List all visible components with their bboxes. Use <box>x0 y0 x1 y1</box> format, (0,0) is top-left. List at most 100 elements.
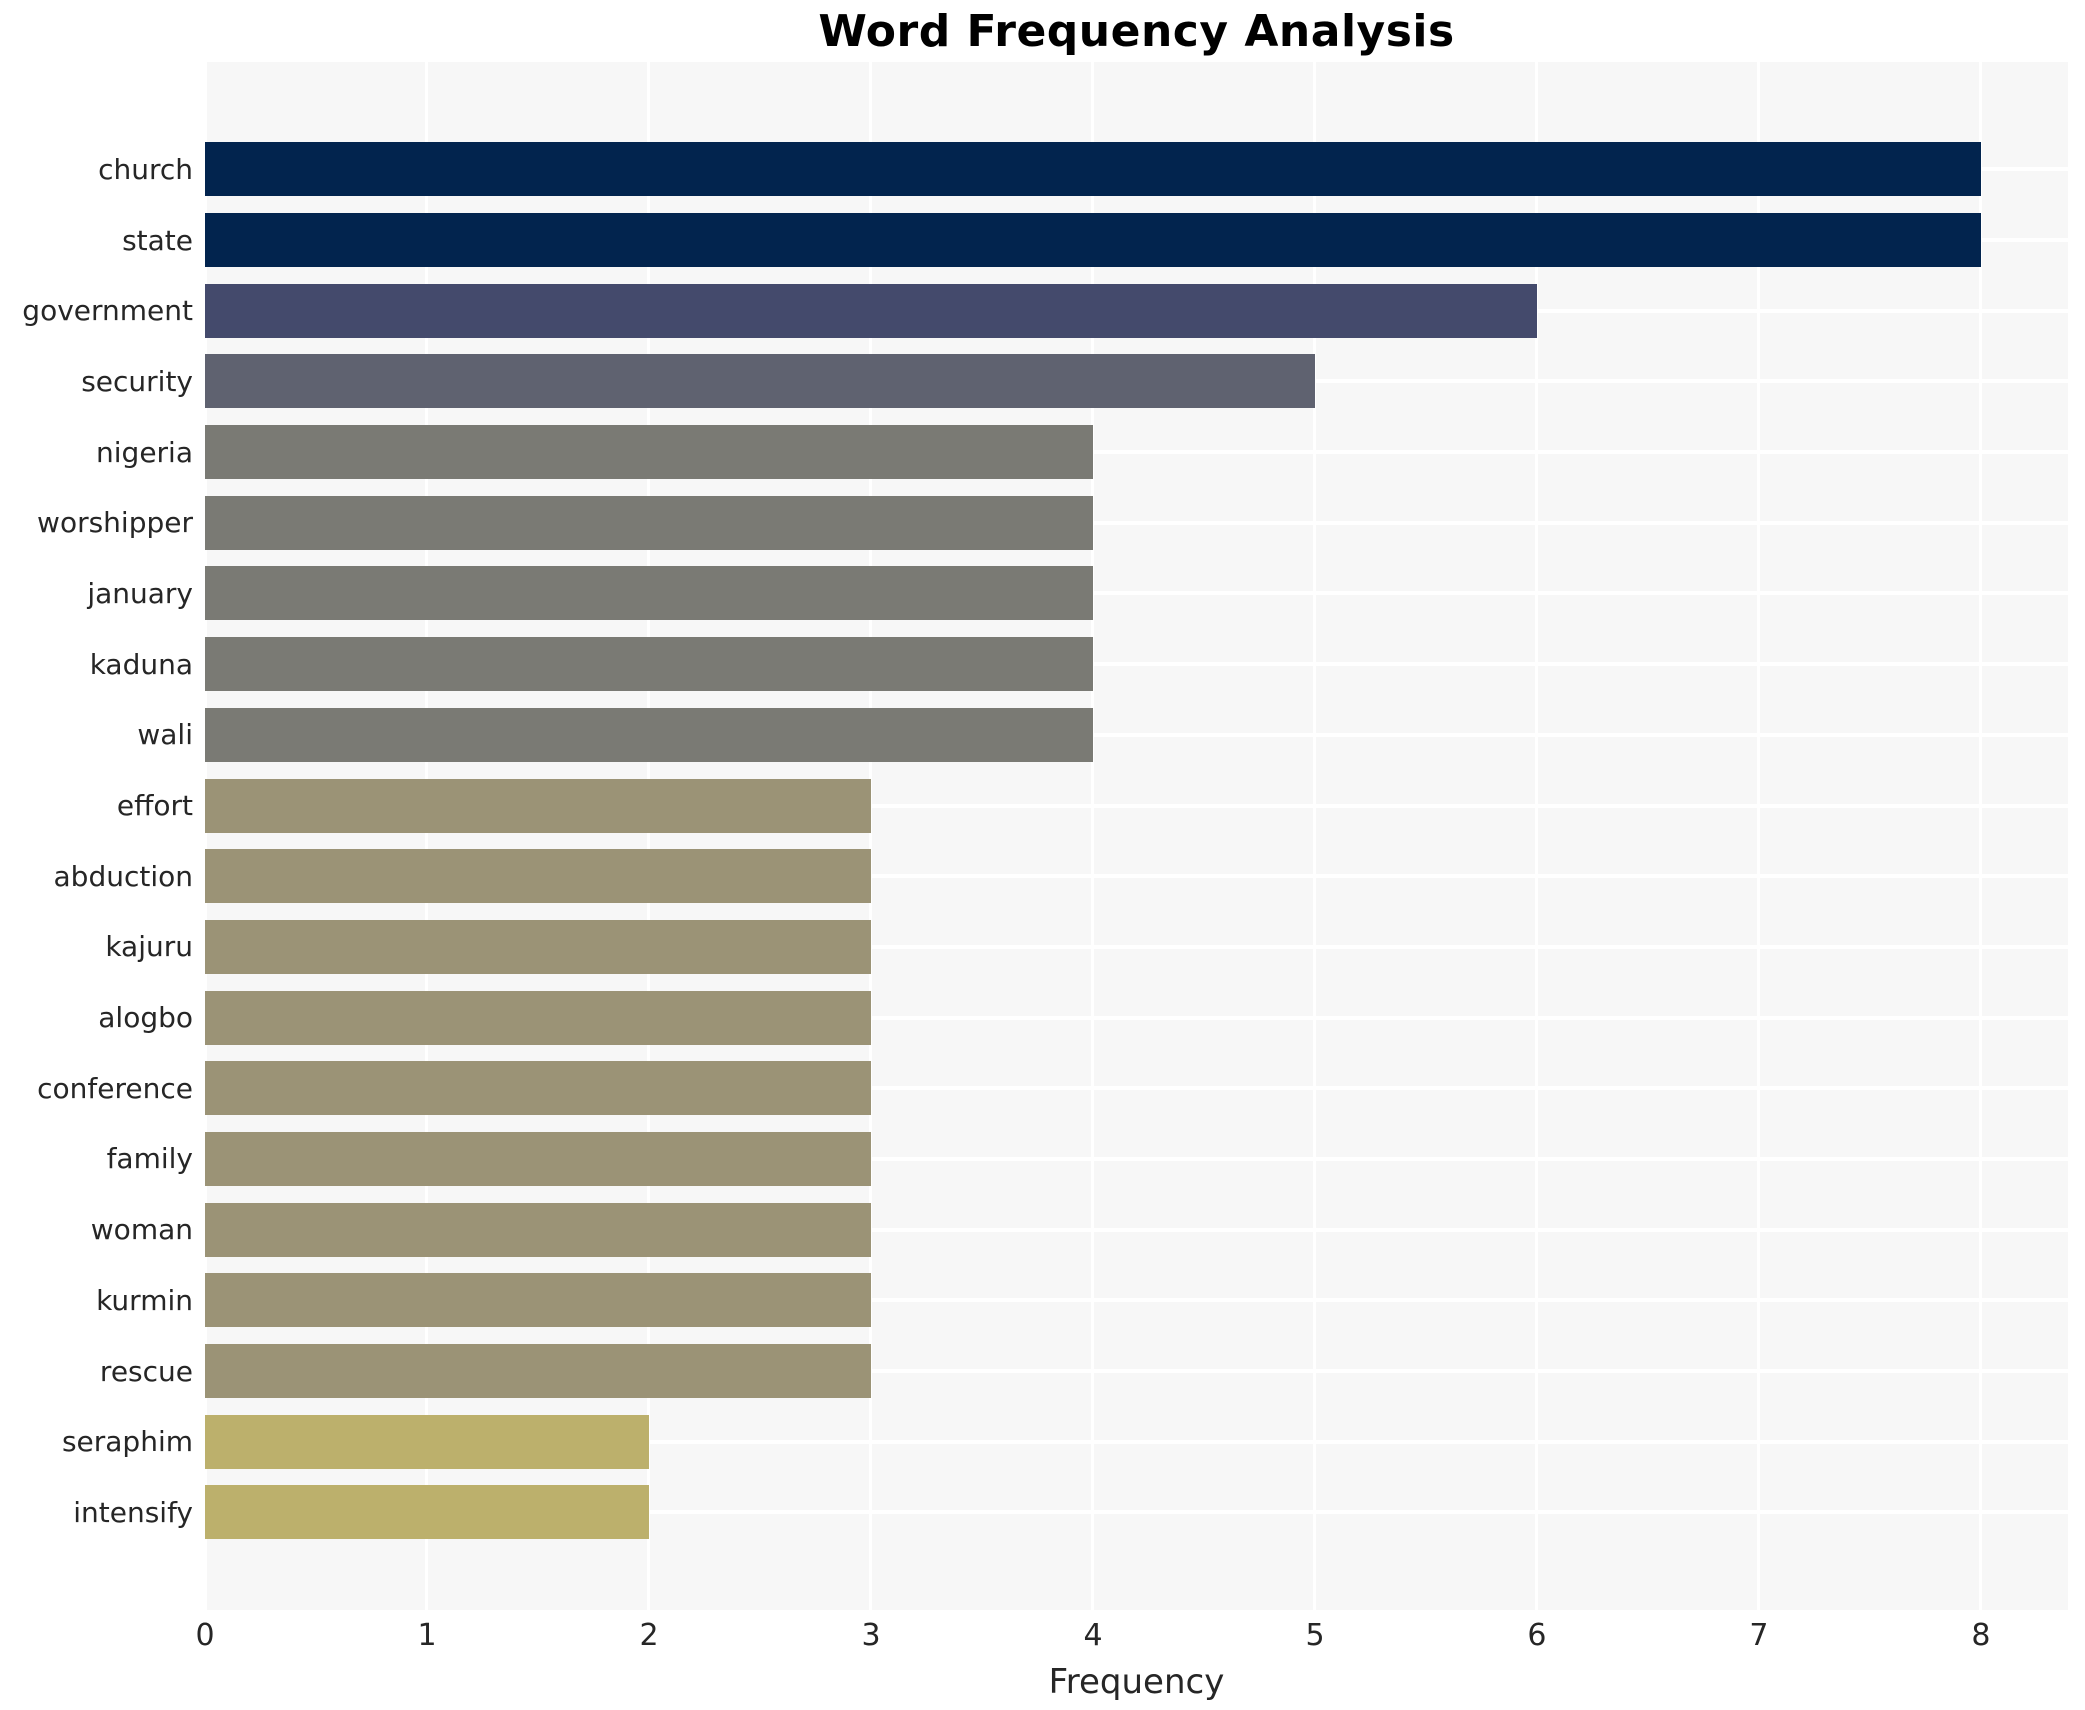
bar-nigeria <box>205 425 1093 480</box>
bar-kurmin <box>205 1273 871 1328</box>
bar-security <box>205 354 1315 409</box>
bar-row <box>205 1053 2068 1124</box>
grid-line-horizontal <box>205 1439 2068 1444</box>
grid-line-vertical <box>1535 62 1539 1610</box>
chart-title: Word Frequency Analysis <box>818 6 1455 57</box>
bar-row <box>205 487 2068 558</box>
grid-line-vertical <box>647 62 651 1610</box>
grid-line-horizontal <box>205 1156 2068 1161</box>
bar-row <box>205 1124 2068 1195</box>
bar-state <box>205 213 1981 268</box>
bar-kaduna <box>205 637 1093 692</box>
bar-woman <box>205 1202 871 1257</box>
grid-line-vertical <box>1757 62 1761 1610</box>
y-tick-label: woman <box>90 1213 193 1247</box>
bar-conference <box>205 1061 871 1116</box>
bar-row <box>205 346 2068 417</box>
x-tick-label: 0 <box>195 1618 215 1653</box>
grid-line-vertical <box>1313 62 1317 1610</box>
grid-line-vertical <box>203 62 207 1610</box>
x-axis: 0 1 2 3 4 5 6 7 8 <box>195 1618 2068 1662</box>
grid-line-vertical <box>869 62 873 1610</box>
grid-line-horizontal <box>205 1086 2068 1091</box>
grid-line-horizontal <box>205 1227 2068 1232</box>
bar-row <box>205 1336 2068 1407</box>
y-tick-label: rescue <box>99 1354 193 1388</box>
bar-kajuru <box>205 919 871 974</box>
y-tick-label: state <box>122 223 193 257</box>
grid-line-vertical <box>1979 62 1983 1610</box>
grid-line-horizontal <box>205 450 2068 455</box>
plot-area <box>203 62 2068 1610</box>
y-tick-label: seraphim <box>61 1425 193 1459</box>
y-tick-label: abduction <box>53 859 193 893</box>
bar-government <box>205 283 1537 338</box>
y-tick-label: kurmin <box>96 1283 193 1317</box>
grid-line-horizontal <box>205 1369 2068 1374</box>
y-tick-label: intensify <box>73 1495 193 1529</box>
grid-line-horizontal <box>205 803 2068 808</box>
bar-row <box>205 275 2068 346</box>
y-axis-labels: church state government security nigeria wors… <box>0 62 193 1610</box>
bar-rows <box>205 62 2068 1610</box>
bar-row <box>205 700 2068 771</box>
grid-line-horizontal <box>205 874 2068 879</box>
x-tick-label: 1 <box>417 1618 437 1653</box>
y-tick-label: effort <box>116 789 193 823</box>
grid-line-horizontal <box>205 662 2068 667</box>
bar-row <box>205 417 2068 488</box>
bar-church <box>205 142 1981 197</box>
bar-row <box>205 1477 2068 1548</box>
bar-row <box>205 1406 2068 1477</box>
x-tick-label: 3 <box>861 1618 881 1653</box>
bar-row <box>205 912 2068 983</box>
bar-row <box>205 629 2068 700</box>
bar-row <box>205 558 2068 629</box>
x-tick-label: 8 <box>1971 1618 1991 1653</box>
bar-family <box>205 1131 871 1186</box>
bar-worshipper <box>205 495 1093 550</box>
bar-seraphim <box>205 1414 649 1469</box>
x-axis-title: Frequency <box>1048 1662 1225 1702</box>
y-tick-label: family <box>106 1142 193 1176</box>
y-tick-label: nigeria <box>96 435 193 469</box>
x-tick-label: 2 <box>639 1618 659 1653</box>
grid-line-vertical <box>1091 62 1095 1610</box>
grid-line-horizontal <box>205 732 2068 737</box>
y-tick-label: wali <box>137 718 193 752</box>
bar-abduction <box>205 849 871 904</box>
grid-line-horizontal <box>205 1510 2068 1515</box>
y-tick-label: church <box>98 152 193 186</box>
y-tick-label: alogbo <box>98 1001 193 1035</box>
y-tick-label: january <box>87 576 193 610</box>
bar-row <box>205 841 2068 912</box>
grid-line-horizontal <box>205 1015 2068 1020</box>
x-tick-label: 6 <box>1527 1618 1547 1653</box>
x-tick-label: 7 <box>1749 1618 1769 1653</box>
y-tick-label: kajuru <box>105 930 193 964</box>
y-tick-label: government <box>22 294 193 328</box>
bar-effort <box>205 778 871 833</box>
y-tick-label: worshipper <box>37 506 193 540</box>
grid-line-horizontal <box>205 944 2068 949</box>
bar-january <box>205 566 1093 621</box>
bar-rescue <box>205 1344 871 1399</box>
bar-row <box>205 1265 2068 1336</box>
y-tick-label: kaduna <box>89 647 193 681</box>
bar-row <box>205 1194 2068 1265</box>
x-tick-label: 4 <box>1083 1618 1103 1653</box>
grid-line-vertical <box>425 62 429 1610</box>
bar-wali <box>205 707 1093 762</box>
bar-alogbo <box>205 990 871 1045</box>
grid-line-horizontal <box>205 520 2068 525</box>
bar-row <box>205 134 2068 205</box>
y-tick-label: security <box>81 364 193 398</box>
bar-row <box>205 982 2068 1053</box>
grid-line-horizontal <box>205 591 2068 596</box>
grid-line-horizontal <box>205 1298 2068 1303</box>
bar-row <box>205 205 2068 276</box>
y-tick-label: conference <box>37 1071 193 1105</box>
bar-row <box>205 770 2068 841</box>
bar-intensify <box>205 1485 649 1540</box>
